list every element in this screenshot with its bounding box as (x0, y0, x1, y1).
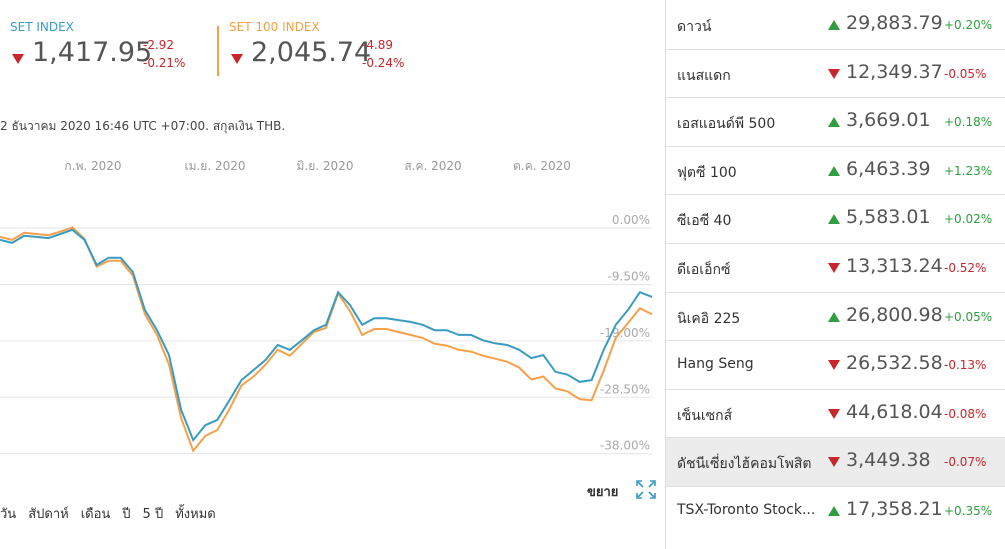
index-change: -4.89 (362, 38, 394, 52)
row-separator (666, 437, 1005, 439)
y-tick-label: 0.00% (612, 213, 650, 227)
row-separator (666, 291, 1005, 293)
arrow (828, 214, 840, 225)
range-button[interactable]: ทั้งหมด (175, 507, 216, 522)
market-value: 29,883.79 (846, 12, 943, 34)
x-tick-label: ส.ค. 2020 (404, 159, 461, 173)
row-separator (666, 194, 1005, 196)
market-change: +1.23% (944, 163, 993, 178)
range-button[interactable]: ปี (122, 507, 131, 522)
index-name: SET 100 INDEX (229, 20, 320, 34)
x-tick-label: มิ.ย. 2020 (297, 159, 354, 173)
series-line (0, 226, 653, 453)
market-name[interactable]: ซีเอซี 40 (677, 213, 732, 230)
market-value: 13,313.24 (846, 255, 943, 277)
market-change: -0.05% (944, 66, 987, 81)
row-separator (666, 486, 1005, 487)
arrow (12, 54, 24, 64)
market-value: 44,618.04 (846, 400, 943, 423)
market-change: -0.07% (944, 455, 987, 470)
chart: ก.พ. 2020 เม.ย. 2020 มิ.ย. 2020 ส.ค. 2020 ต.… (0, 159, 656, 499)
row-separator (666, 97, 1005, 99)
arrow (828, 311, 840, 322)
series-line (0, 228, 653, 443)
y-tick-label: -38.00% (600, 439, 650, 453)
market-change: +0.35% (944, 504, 993, 518)
market-value: 3,449.38 (846, 449, 931, 472)
arrow (828, 263, 840, 273)
market-change: +0.18% (944, 115, 993, 130)
arrow (828, 506, 840, 516)
arrow (828, 117, 840, 128)
range-button[interactable]: เดือน (80, 507, 111, 522)
market-change: -0.13% (944, 358, 987, 373)
market-change: -0.08% (944, 406, 987, 421)
range-button[interactable]: สัปดาห์ (28, 507, 69, 522)
market-name[interactable]: แนสแดก (677, 67, 731, 84)
divider (217, 26, 219, 76)
market-name[interactable]: ฟุตซี 100 (677, 164, 737, 181)
arrow (828, 20, 840, 30)
x-tick-label: ก.พ. 2020 (64, 159, 121, 173)
index-name: SET INDEX (10, 20, 74, 34)
market-value: 26,800.98 (846, 303, 943, 326)
arrow (828, 457, 840, 468)
market-value: 5,583.01 (846, 206, 931, 229)
arrow (828, 68, 840, 79)
market-name[interactable]: ดีเอเอ็กซ์ (677, 262, 731, 278)
market-name[interactable]: ดัชนีเซี่ยงไฮ้คอมโพสิต (677, 456, 812, 473)
index-change: -2.92 (143, 38, 175, 52)
row-separator (666, 340, 1005, 342)
y-tick-label: -19.00% (600, 326, 650, 340)
row-separator (666, 243, 1005, 244)
market-change: +0.20% (944, 18, 993, 32)
market-value: 17,358.21 (846, 498, 943, 520)
arrow (828, 408, 840, 419)
expand-icon[interactable] (636, 480, 656, 499)
market-name[interactable]: นิเคอิ 225 (677, 310, 741, 327)
market-value: 3,669.01 (846, 109, 931, 132)
arrow (828, 165, 840, 176)
index-change-pct: -0.24% (362, 56, 405, 70)
market-name[interactable]: เอสแอนด์พี 500 (677, 116, 776, 133)
x-tick-label: ต.ค. 2020 (513, 159, 571, 173)
y-tick-label: -9.50% (608, 269, 650, 283)
market-name[interactable]: TSX-Toronto Stock... (677, 502, 816, 518)
index-value: 2,045.74 (251, 37, 372, 68)
x-tick-label: เม.ย. 2020 (184, 159, 245, 173)
index-value: 1,417.95 (32, 37, 153, 68)
row-separator (666, 145, 1005, 147)
arrow (231, 54, 243, 64)
row-separator (666, 388, 1005, 390)
market-change: +0.05% (944, 309, 993, 324)
range-button[interactable]: วัน (0, 507, 17, 522)
range-button[interactable]: 5 ปี (142, 507, 164, 522)
market-name[interactable]: ดาวน์ (677, 19, 712, 35)
market-value: 26,532.58 (846, 352, 943, 375)
market-change: -0.52% (944, 261, 987, 275)
timestamp: 2 ธันวาคม 2020 16:46 UTC +07:00. สกุลเงิ… (0, 119, 286, 133)
y-tick-label: -28.50% (600, 382, 650, 396)
market-change: +0.02% (944, 212, 993, 227)
market-name[interactable]: Hang Seng (677, 356, 754, 373)
market-value: 6,463.39 (846, 157, 931, 180)
market-value: 12,349.37 (846, 60, 943, 83)
arrow (828, 360, 840, 371)
row-separator (666, 48, 1005, 50)
panel-border (665, 0, 666, 549)
index-change-pct: -0.21% (143, 56, 186, 70)
expand-button[interactable]: ขยาย (587, 485, 619, 500)
market-name[interactable]: เซ็นเซกส์ (677, 407, 733, 424)
